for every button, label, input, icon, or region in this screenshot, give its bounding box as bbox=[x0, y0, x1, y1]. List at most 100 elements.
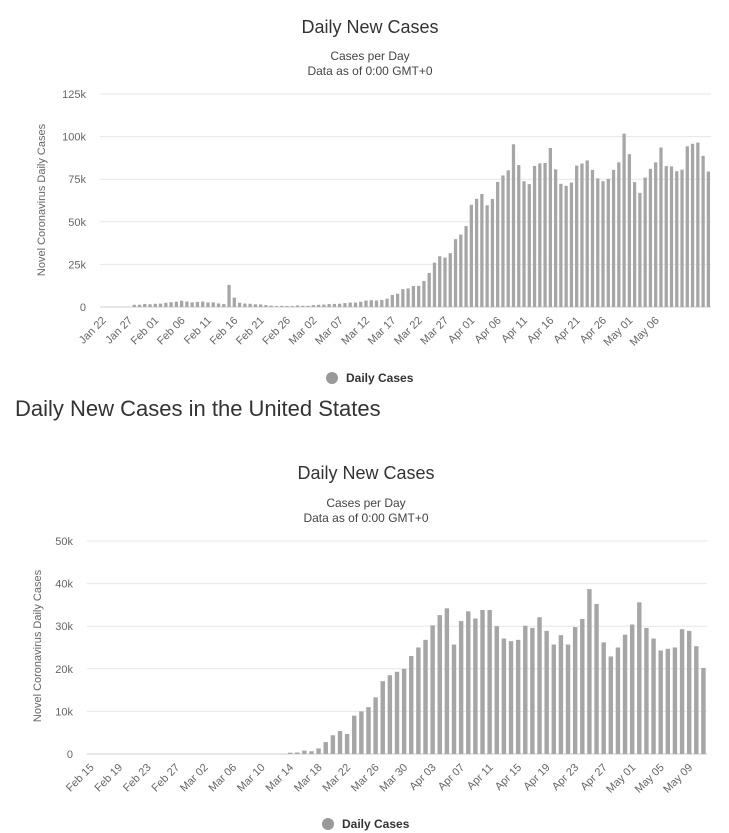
bar[interactable] bbox=[359, 711, 364, 754]
bar[interactable] bbox=[269, 305, 273, 307]
bar[interactable] bbox=[417, 285, 421, 307]
bar-series[interactable] bbox=[287, 589, 706, 755]
bar[interactable] bbox=[606, 178, 610, 307]
bar[interactable] bbox=[596, 178, 600, 307]
bar[interactable] bbox=[685, 146, 689, 307]
bar[interactable] bbox=[373, 697, 378, 754]
bar[interactable] bbox=[253, 304, 258, 307]
bar[interactable] bbox=[473, 618, 478, 754]
bar[interactable] bbox=[466, 611, 471, 754]
bar[interactable] bbox=[385, 298, 389, 307]
bar[interactable] bbox=[227, 284, 231, 307]
bar[interactable] bbox=[423, 639, 428, 754]
bar[interactable] bbox=[323, 742, 328, 754]
bar[interactable] bbox=[585, 160, 589, 307]
bar[interactable] bbox=[311, 305, 315, 307]
bar[interactable] bbox=[508, 641, 514, 754]
bar[interactable] bbox=[644, 627, 649, 754]
bar[interactable] bbox=[506, 170, 510, 307]
bar[interactable] bbox=[511, 144, 516, 307]
bar[interactable] bbox=[164, 302, 168, 307]
legend-label[interactable]: Daily Cases bbox=[346, 371, 414, 385]
bar[interactable] bbox=[443, 257, 447, 307]
bar[interactable] bbox=[352, 715, 357, 754]
bar[interactable] bbox=[659, 147, 663, 307]
legend[interactable]: Daily Cases bbox=[326, 371, 414, 385]
bar[interactable] bbox=[380, 681, 385, 754]
bar[interactable] bbox=[353, 302, 358, 307]
bar[interactable] bbox=[496, 181, 500, 307]
bar[interactable] bbox=[523, 625, 528, 754]
bar[interactable] bbox=[453, 239, 458, 307]
bar[interactable] bbox=[565, 644, 571, 754]
bar[interactable] bbox=[487, 610, 492, 754]
bar[interactable] bbox=[237, 302, 242, 307]
bar[interactable] bbox=[686, 630, 692, 754]
bar[interactable] bbox=[632, 182, 637, 307]
bar[interactable] bbox=[248, 303, 252, 307]
bar[interactable] bbox=[629, 624, 635, 755]
bar[interactable] bbox=[338, 303, 342, 307]
bar[interactable] bbox=[344, 733, 350, 754]
bar[interactable] bbox=[190, 302, 194, 307]
legend[interactable]: Daily Cases bbox=[322, 817, 410, 831]
bar[interactable] bbox=[211, 302, 215, 307]
bar[interactable] bbox=[180, 300, 184, 307]
bar[interactable] bbox=[551, 644, 556, 754]
bar[interactable] bbox=[601, 181, 605, 307]
bar[interactable] bbox=[611, 169, 616, 307]
bar[interactable] bbox=[643, 177, 647, 308]
bar[interactable] bbox=[448, 253, 452, 307]
bar[interactable] bbox=[406, 288, 410, 307]
bar[interactable] bbox=[451, 644, 457, 754]
bar[interactable] bbox=[309, 751, 314, 754]
bar[interactable] bbox=[580, 163, 584, 307]
bar[interactable] bbox=[622, 133, 626, 307]
bar[interactable] bbox=[290, 306, 294, 307]
bar[interactable] bbox=[174, 301, 179, 307]
bar[interactable] bbox=[669, 166, 674, 307]
bar[interactable] bbox=[701, 155, 705, 307]
bar[interactable] bbox=[501, 638, 507, 754]
bar[interactable] bbox=[401, 289, 405, 307]
bar[interactable] bbox=[664, 166, 668, 307]
bar[interactable] bbox=[143, 303, 147, 307]
bar[interactable] bbox=[701, 667, 706, 754]
bar[interactable] bbox=[274, 306, 279, 307]
bar[interactable] bbox=[259, 304, 263, 307]
bar[interactable] bbox=[302, 750, 307, 754]
bar[interactable] bbox=[206, 302, 210, 307]
bar[interactable] bbox=[394, 671, 400, 754]
bar[interactable] bbox=[658, 650, 663, 754]
bar[interactable] bbox=[501, 175, 505, 307]
bar[interactable] bbox=[366, 707, 371, 754]
bar[interactable] bbox=[369, 300, 373, 307]
bar[interactable] bbox=[469, 204, 473, 307]
bar[interactable] bbox=[706, 171, 710, 307]
bar[interactable] bbox=[538, 163, 542, 307]
bar[interactable] bbox=[195, 301, 200, 307]
bar[interactable] bbox=[387, 675, 393, 754]
bar[interactable] bbox=[564, 185, 568, 307]
bar[interactable] bbox=[537, 617, 542, 754]
bar[interactable] bbox=[316, 304, 321, 307]
bar[interactable] bbox=[575, 165, 579, 307]
bar[interactable] bbox=[137, 304, 142, 307]
legend-label[interactable]: Daily Cases bbox=[342, 817, 410, 831]
bar[interactable] bbox=[416, 647, 421, 755]
bar[interactable] bbox=[185, 301, 189, 307]
bar[interactable] bbox=[587, 589, 592, 754]
bar[interactable] bbox=[530, 627, 535, 754]
bar[interactable] bbox=[295, 752, 300, 754]
bar[interactable] bbox=[409, 656, 414, 754]
bar[interactable] bbox=[638, 192, 642, 307]
bar[interactable] bbox=[617, 162, 621, 307]
bar[interactable] bbox=[527, 184, 531, 307]
bar[interactable] bbox=[322, 304, 326, 307]
bar[interactable] bbox=[594, 604, 599, 754]
bar-series[interactable] bbox=[132, 133, 710, 308]
bar[interactable] bbox=[459, 234, 463, 307]
bar[interactable] bbox=[264, 305, 268, 307]
bar[interactable] bbox=[572, 627, 578, 754]
bar[interactable] bbox=[169, 302, 173, 307]
